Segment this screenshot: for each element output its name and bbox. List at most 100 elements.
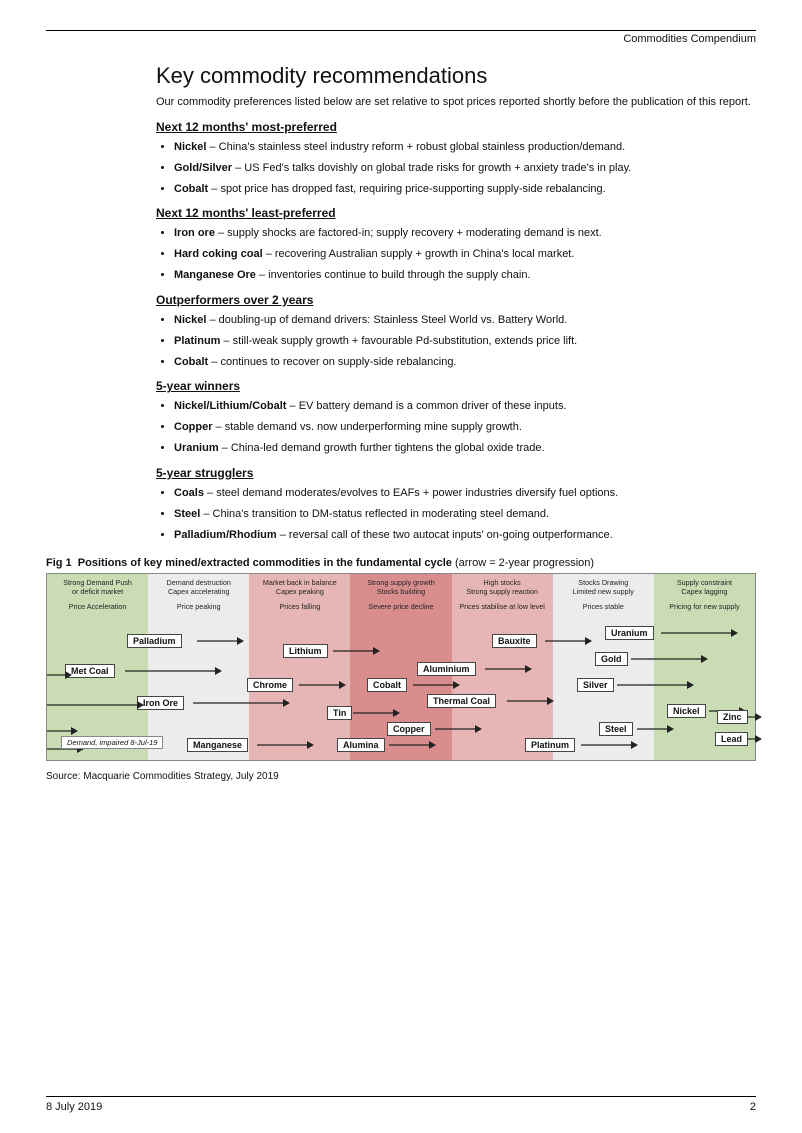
commodity-token: Palladium bbox=[127, 634, 182, 648]
bullet-item: Nickel – doubling-up of demand drivers: … bbox=[174, 313, 756, 328]
section-heading: Next 12 months' least-preferred bbox=[156, 206, 756, 220]
arrow-icon bbox=[617, 680, 695, 690]
commodity-token: Thermal Coal bbox=[427, 694, 496, 708]
cycle-column-sub: Price peaking bbox=[148, 602, 249, 611]
bullet-list: Iron ore – supply shocks are factored-in… bbox=[156, 226, 756, 283]
cycle-column: Market back in balanceCapex peaking Price… bbox=[249, 574, 350, 760]
bullet-item: Cobalt – spot price has dropped fast, re… bbox=[174, 182, 756, 197]
section-heading: 5-year winners bbox=[156, 379, 756, 393]
arrow-icon bbox=[353, 708, 401, 718]
intro-paragraph: Our commodity preferences listed below a… bbox=[156, 95, 756, 110]
cycle-column-sub: Severe price decline bbox=[350, 602, 451, 611]
document-page: Commodities Compendium Key commodity rec… bbox=[0, 0, 802, 1133]
figure-label: Fig 1 bbox=[46, 557, 72, 569]
arrow-icon bbox=[485, 664, 533, 674]
bullet-item: Iron ore – supply shocks are factored-in… bbox=[174, 226, 756, 241]
bullet-list: Nickel/Lithium/Cobalt – EV battery deman… bbox=[156, 399, 756, 456]
cycle-column-sub: Pricing for new supply bbox=[654, 602, 755, 611]
section-heading: Next 12 months' most-preferred bbox=[156, 120, 756, 134]
arrow-icon bbox=[413, 680, 461, 690]
bullet-list: Coals – steel demand moderates/evolves t… bbox=[156, 486, 756, 543]
bullet-item: Cobalt – continues to recover on supply-… bbox=[174, 355, 756, 370]
commodity-token: Uranium bbox=[605, 626, 654, 640]
page-footer: 8 July 2019 2 bbox=[46, 1096, 756, 1113]
bullet-list: Nickel – China's stainless steel industr… bbox=[156, 140, 756, 197]
commodity-token: Platinum bbox=[525, 738, 575, 752]
commodity-token: Nickel bbox=[667, 704, 706, 718]
cycle-column-sub: Prices stable bbox=[553, 602, 654, 611]
commodity-token: Lead bbox=[715, 732, 748, 746]
figure-title: Positions of key mined/extracted commodi… bbox=[78, 557, 452, 569]
cycle-column-sub: Prices falling bbox=[249, 602, 350, 611]
cycle-column-head: Demand destructionCapex accelerating bbox=[148, 574, 249, 598]
arrow-icon bbox=[47, 700, 145, 710]
cycle-column-sub: Prices stabilise at low level bbox=[452, 602, 553, 611]
bullet-item: Manganese Ore – inventories continue to … bbox=[174, 268, 756, 283]
cycle-column-head: Supply constraintCapex lagging bbox=[654, 574, 755, 598]
figure-note: (arrow = 2-year progression) bbox=[455, 557, 594, 569]
header-label: Commodities Compendium bbox=[46, 33, 756, 45]
arrow-icon bbox=[637, 724, 675, 734]
figure-source: Source: Macquarie Commodities Strategy, … bbox=[46, 771, 756, 782]
bullet-item: Gold/Silver – US Fed's talks dovishly on… bbox=[174, 161, 756, 176]
commodity-token: Gold bbox=[595, 652, 628, 666]
arrow-icon bbox=[435, 724, 483, 734]
cycle-column-head: Strong supply growthStocks building bbox=[350, 574, 451, 598]
arrow-icon bbox=[333, 646, 381, 656]
cycle-diagram: Strong Demand Pushor deficit marketPrice… bbox=[46, 573, 756, 761]
arrow-icon bbox=[545, 636, 593, 646]
footer-date: 8 July 2019 bbox=[46, 1101, 102, 1113]
commodity-token: Tin bbox=[327, 706, 352, 720]
figure-block: Fig 1 Positions of key mined/extracted c… bbox=[46, 557, 756, 782]
commodity-token: Chrome bbox=[247, 678, 293, 692]
commodity-token: Alumina bbox=[337, 738, 385, 752]
commodity-token: Manganese bbox=[187, 738, 248, 752]
cycle-column-head: Strong Demand Pushor deficit market bbox=[47, 574, 148, 598]
bullet-item: Nickel/Lithium/Cobalt – EV battery deman… bbox=[174, 399, 756, 414]
arrow-icon bbox=[581, 740, 639, 750]
bullet-item: Steel – China's transition to DM-status … bbox=[174, 507, 756, 522]
arrow-icon bbox=[747, 734, 763, 744]
arrow-icon bbox=[747, 712, 763, 722]
commodity-token: Bauxite bbox=[492, 634, 537, 648]
footer-page: 2 bbox=[750, 1101, 756, 1113]
figure-caption: Fig 1 Positions of key mined/extracted c… bbox=[46, 557, 756, 569]
arrow-icon bbox=[47, 670, 73, 680]
commodity-token: Zinc bbox=[717, 710, 748, 724]
bullet-item: Coals – steel demand moderates/evolves t… bbox=[174, 486, 756, 501]
arrow-icon bbox=[661, 628, 739, 638]
arrow-icon bbox=[193, 698, 291, 708]
bullet-list: Nickel – doubling-up of demand drivers: … bbox=[156, 313, 756, 370]
arrow-icon bbox=[47, 726, 79, 736]
cycle-column-head: Stocks DrawingLimited new supply bbox=[553, 574, 654, 598]
arrow-icon bbox=[125, 666, 223, 676]
section-heading: Outperformers over 2 years bbox=[156, 293, 756, 307]
bullet-item: Palladium/Rhodium – reversal call of the… bbox=[174, 528, 756, 543]
arrow-icon bbox=[257, 740, 315, 750]
arrow-icon bbox=[631, 654, 709, 664]
arrow-icon bbox=[299, 680, 347, 690]
content-block: Key commodity recommendations Our commod… bbox=[156, 63, 756, 543]
bullet-item: Copper – stable demand vs. now underperf… bbox=[174, 420, 756, 435]
arrow-icon bbox=[197, 636, 245, 646]
commodity-token: Aluminium bbox=[417, 662, 476, 676]
bullet-item: Uranium – China-led demand growth furthe… bbox=[174, 441, 756, 456]
cycle-column-head: Market back in balanceCapex peaking bbox=[249, 574, 350, 598]
commodity-token: Copper bbox=[387, 722, 431, 736]
commodity-token: Steel bbox=[599, 722, 633, 736]
page-title: Key commodity recommendations bbox=[156, 63, 756, 89]
bullet-item: Nickel – China's stainless steel industr… bbox=[174, 140, 756, 155]
bullet-item: Platinum – still-weak supply growth + fa… bbox=[174, 334, 756, 349]
arrow-icon bbox=[507, 696, 555, 706]
commodity-token: Lithium bbox=[283, 644, 328, 658]
cycle-column-head: High stocksStrong supply reaction bbox=[452, 574, 553, 598]
top-rule bbox=[46, 30, 756, 31]
bullet-item: Hard coking coal – recovering Australian… bbox=[174, 247, 756, 262]
commodity-token: Silver bbox=[577, 678, 614, 692]
arrow-icon bbox=[389, 740, 437, 750]
commodity-token: Cobalt bbox=[367, 678, 407, 692]
section-heading: 5-year strugglers bbox=[156, 466, 756, 480]
sections-host: Next 12 months' most-preferred Nickel – C… bbox=[156, 120, 756, 543]
diagram-footnote: Demand, impaired 8-Jul-19 bbox=[61, 736, 163, 749]
cycle-column-sub: Price Acceleration bbox=[47, 602, 148, 611]
